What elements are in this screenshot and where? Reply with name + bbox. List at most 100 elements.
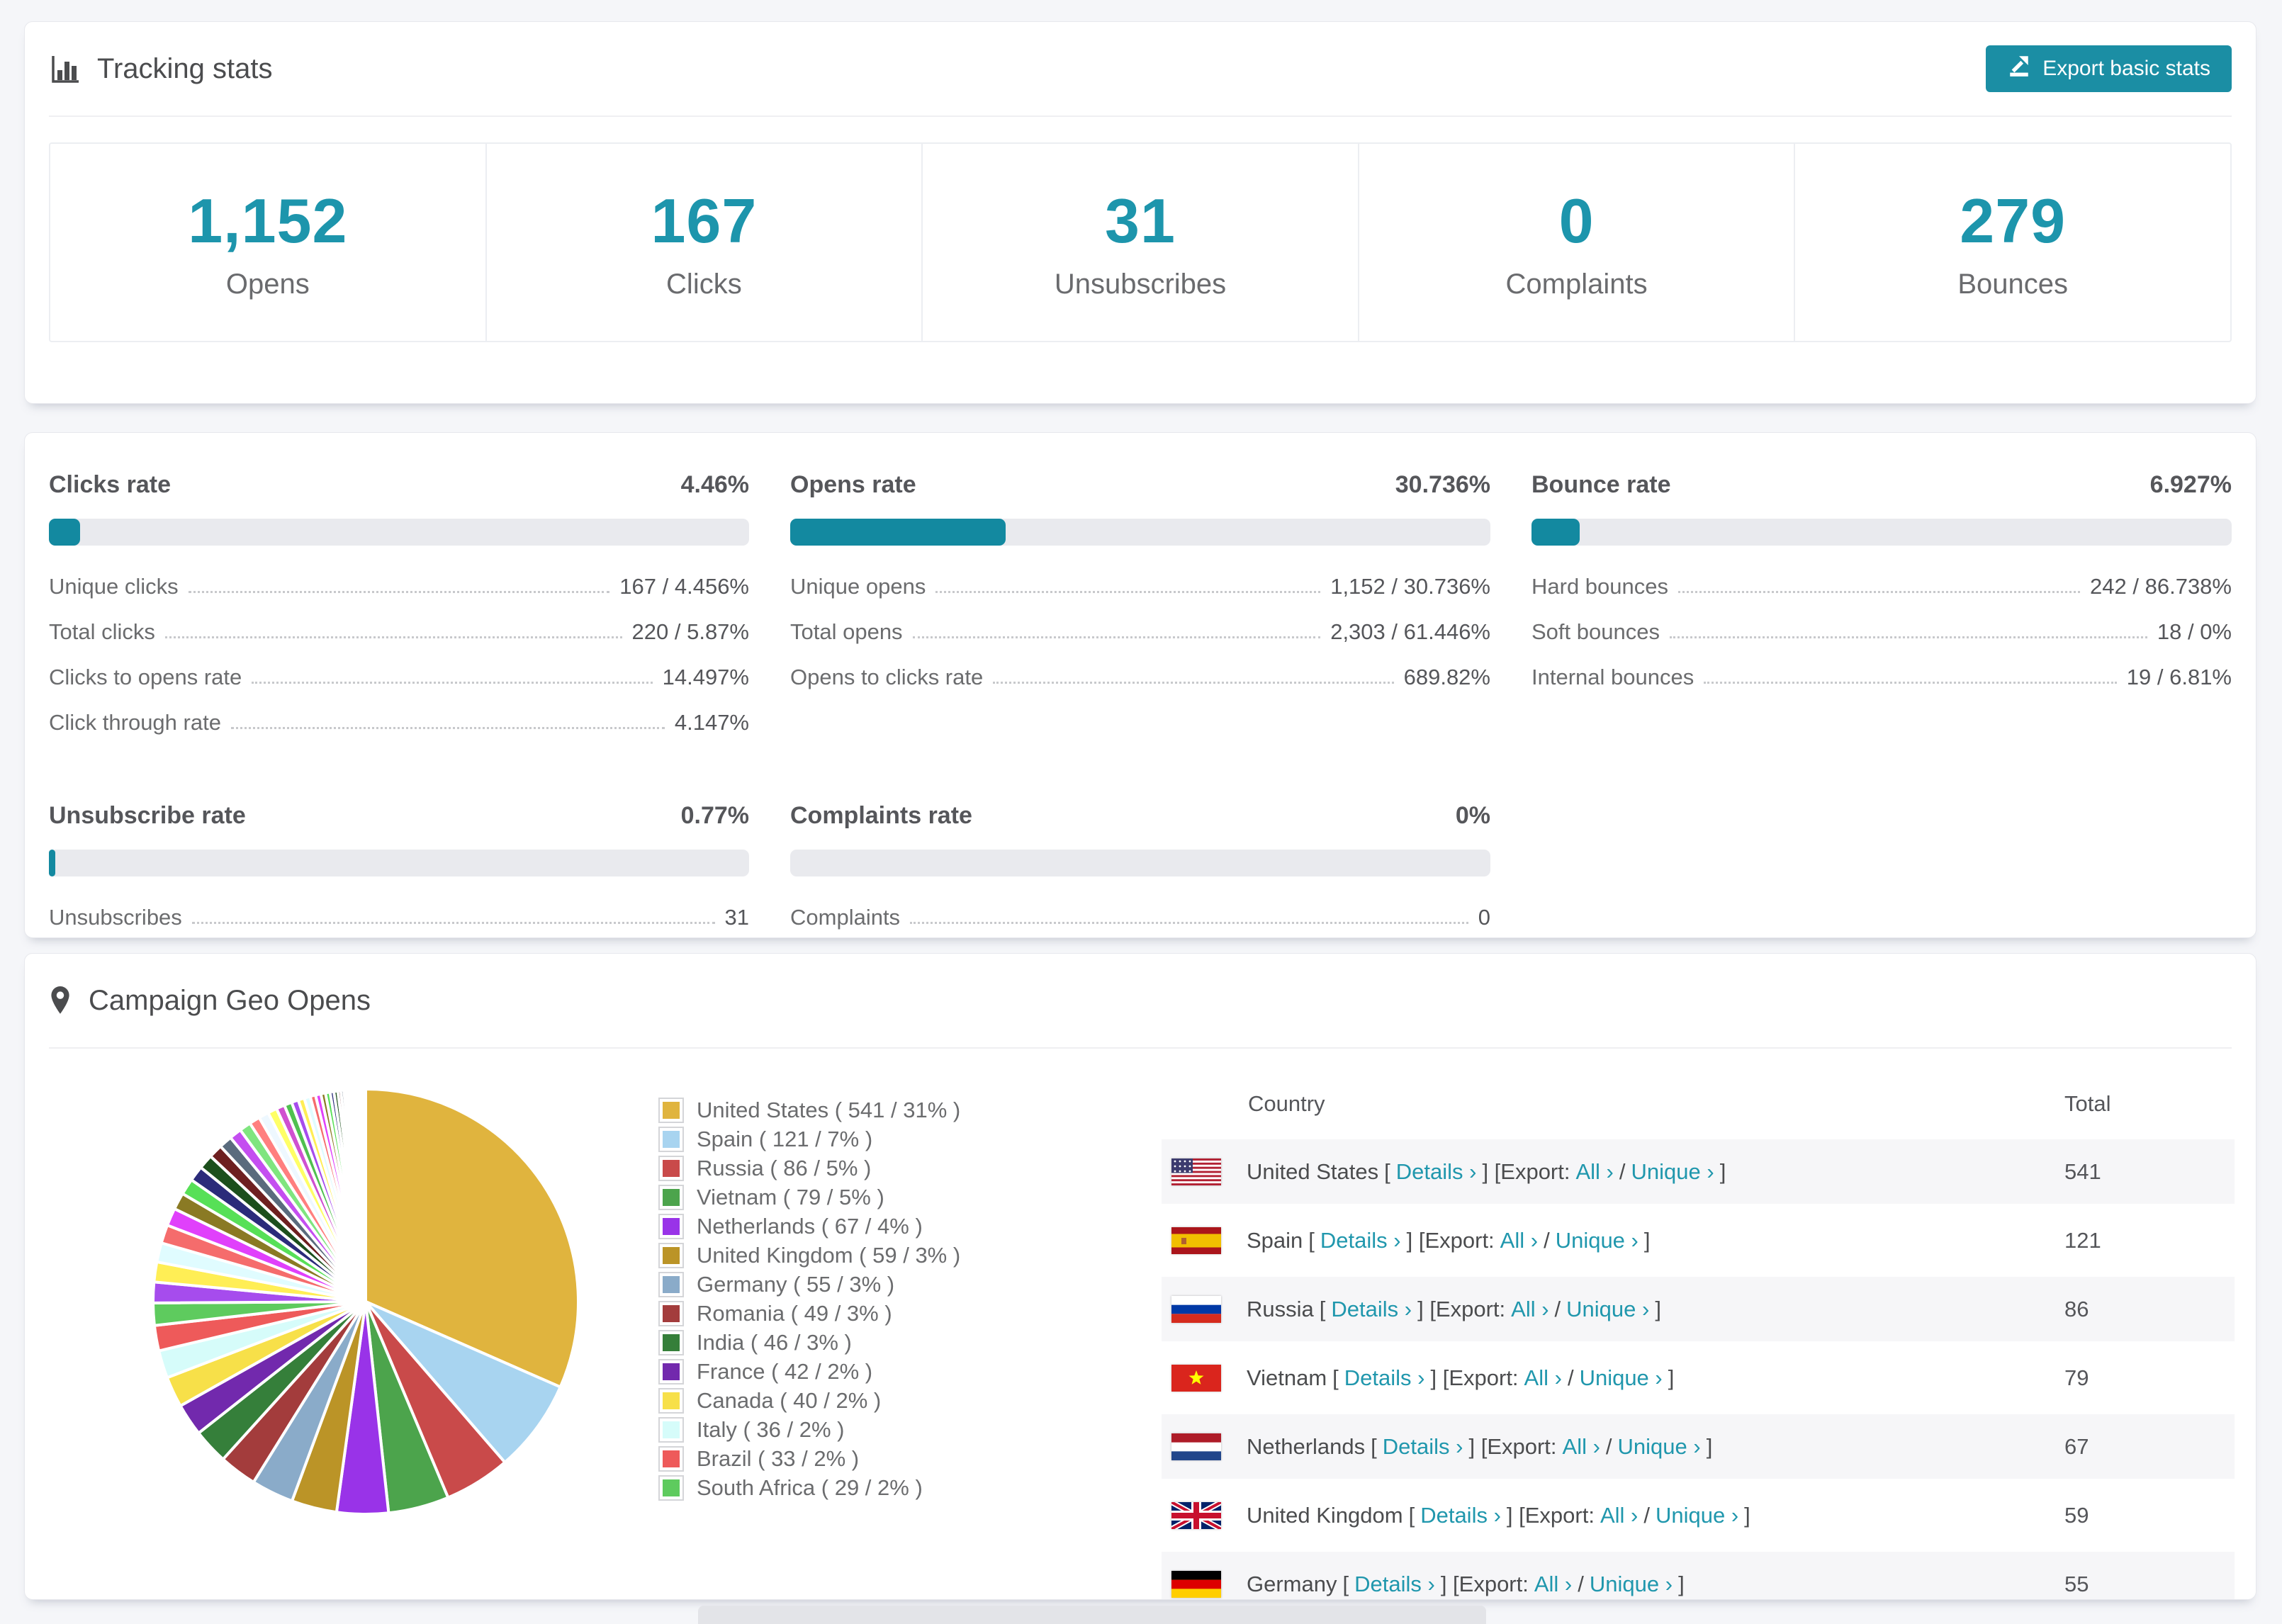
geo-header: Campaign Geo Opens <box>49 954 2232 1049</box>
table-row: United States[Details ›] [Export: All › / U… <box>1162 1139 2235 1204</box>
details-link[interactable]: Details › <box>1331 1296 1412 1321</box>
details-link[interactable]: Details › <box>1344 1365 1425 1390</box>
rate-detail-value: 242 / 86.738% <box>2090 574 2232 599</box>
bracket-close: ] <box>1668 1365 1675 1390</box>
export-all-link[interactable]: All › <box>1524 1365 1562 1390</box>
details-link[interactable]: Details › <box>1420 1502 1501 1528</box>
geo-table-header: Country Total <box>1162 1068 2235 1139</box>
export-prefix: ] [Export: <box>1417 1296 1506 1321</box>
stat-card-bounces: 279 Bounces <box>1795 144 2230 341</box>
dotted-leader <box>910 922 1468 924</box>
stat-card-clicks: 167 Clicks <box>487 144 923 341</box>
legend-swatch <box>660 1244 682 1267</box>
rate-detail-label: Unique opens <box>790 574 926 599</box>
rate-detail-rows: Complaints 0 <box>790 905 1490 930</box>
campaign-geo-opens-card: Campaign Geo Opens United States ( 541 /… <box>24 953 2256 1600</box>
stat-label: Complaints <box>1505 268 1648 300</box>
legend-swatch <box>660 1214 682 1238</box>
geo-country-table: Country Total United States[Details ›] [… <box>1162 1068 2235 1599</box>
dotted-leader <box>1678 591 2081 593</box>
legend-label: Vietnam ( 79 / 5% ) <box>697 1184 884 1209</box>
rate-detail-value: 31 <box>724 905 749 930</box>
rate-detail-row: Internal bounces 19 / 6.81% <box>1531 665 2232 690</box>
rate-detail-rows: Hard bounces 242 / 86.738% Soft bounces 18 … <box>1531 574 2232 690</box>
slash-separator: / <box>1567 1365 1574 1390</box>
pie-slice <box>364 1300 563 1465</box>
legend-item: Italy ( 36 / 2% ) <box>660 1415 960 1444</box>
legend-swatch <box>660 1185 682 1209</box>
legend-item: France ( 42 / 2% ) <box>660 1357 960 1386</box>
rate-detail-row: Soft bounces 18 / 0% <box>1531 619 2232 645</box>
export-unique-link[interactable]: Unique › <box>1566 1296 1650 1321</box>
legend-label: France ( 42 / 2% ) <box>697 1358 873 1384</box>
export-unique-link[interactable]: Unique › <box>1555 1227 1639 1253</box>
export-all-link[interactable]: All › <box>1534 1571 1573 1596</box>
rates-card: Clicks rate 4.46% Unique clicks 167 / 4.456… <box>24 432 2256 938</box>
country-name: Netherlands <box>1247 1433 1366 1459</box>
export-prefix: ] [Export: <box>1482 1158 1570 1184</box>
bracket-open: [ <box>1384 1158 1390 1184</box>
rate-progress-fill <box>49 850 55 876</box>
legend-swatch <box>660 1418 682 1441</box>
flag-icon-vn <box>1171 1364 1221 1392</box>
export-unique-link[interactable]: Unique › <box>1655 1502 1739 1528</box>
legend-item: Romania ( 49 / 3% ) <box>660 1299 960 1328</box>
rate-detail-rows: Unsubscribes 31 <box>49 905 749 930</box>
details-link[interactable]: Details › <box>1395 1158 1477 1184</box>
rate-head: Clicks rate 4.46% <box>49 471 749 499</box>
bracket-open: [ <box>1319 1296 1326 1321</box>
rate-value: 4.46% <box>680 471 749 498</box>
export-all-link[interactable]: All › <box>1500 1227 1539 1253</box>
rate-detail-row: Total clicks 220 / 5.87% <box>49 619 749 645</box>
legend-swatch <box>660 1447 682 1470</box>
details-link[interactable]: Details › <box>1354 1571 1435 1596</box>
export-prefix: ] [Export: <box>1506 1502 1595 1528</box>
rate-title: Clicks rate <box>49 471 171 498</box>
export-all-link[interactable]: All › <box>1575 1158 1614 1184</box>
rate-block-opens-rate: Opens rate 30.736% Unique opens 1,152 / 30.… <box>790 471 1490 755</box>
rate-block-clicks-rate: Clicks rate 4.46% Unique clicks 167 / 4.456… <box>49 471 749 755</box>
flag-icon-ru <box>1171 1295 1221 1323</box>
legend-item: Spain ( 121 / 7% ) <box>660 1124 960 1154</box>
rate-detail-label: Click through rate <box>49 710 221 735</box>
slash-separator: / <box>1605 1433 1612 1459</box>
flag-icon-nl <box>1171 1433 1221 1460</box>
country-total: 55 <box>2064 1571 2089 1596</box>
export-unique-link[interactable]: Unique › <box>1589 1571 1673 1596</box>
export-button-label: Export basic stats <box>2042 57 2210 80</box>
country-name: United States <box>1247 1158 1379 1184</box>
rate-progress-fill <box>790 519 1006 546</box>
bracket-close: ] <box>1744 1502 1750 1528</box>
flag-icon-us <box>1171 1158 1221 1185</box>
rate-detail-label: Total opens <box>790 619 903 644</box>
stat-value: 167 <box>651 185 758 256</box>
export-unique-link[interactable]: Unique › <box>1631 1158 1714 1184</box>
export-all-link[interactable]: All › <box>1511 1296 1549 1321</box>
export-all-link[interactable]: All › <box>1562 1433 1600 1459</box>
legend-swatch <box>660 1331 682 1354</box>
export-all-link[interactable]: All › <box>1600 1502 1639 1528</box>
export-basic-stats-button[interactable]: Export basic stats <box>1986 45 2232 92</box>
dotted-leader <box>188 591 610 593</box>
rate-detail-rows: Unique clicks 167 / 4.456% Total clicks 220… <box>49 574 749 735</box>
bar-chart-icon <box>49 53 80 84</box>
rate-detail-row: Total opens 2,303 / 61.446% <box>790 619 1490 645</box>
country-cell: Vietnam[Details ›] [Export: All › / Unique … <box>1247 1365 2064 1391</box>
flag-icon-es <box>1171 1227 1221 1254</box>
details-link[interactable]: Details › <box>1320 1227 1401 1253</box>
table-row: Spain[Details ›] [Export: All › / Unique ›]… <box>1162 1208 2235 1273</box>
rate-value: 6.927% <box>2149 471 2232 498</box>
stat-label: Unsubscribes <box>1054 268 1227 300</box>
export-unique-link[interactable]: Unique › <box>1579 1365 1663 1390</box>
stat-card-unsubscribes: 31 Unsubscribes <box>923 144 1359 341</box>
export-unique-link[interactable]: Unique › <box>1617 1433 1701 1459</box>
rate-progress-track <box>790 850 1490 876</box>
rate-block-unsubscribe-rate: Unsubscribe rate 0.77% Unsubscribes 31 <box>49 802 749 950</box>
country-total: 121 <box>2064 1227 2101 1253</box>
rate-progress-track <box>49 850 749 876</box>
geo-section-title: Campaign Geo Opens <box>89 984 371 1016</box>
dotted-leader <box>1704 682 2117 684</box>
rate-detail-row: Unique clicks 167 / 4.456% <box>49 574 749 599</box>
export-prefix: ] [Export: <box>1468 1433 1557 1459</box>
details-link[interactable]: Details › <box>1382 1433 1463 1459</box>
